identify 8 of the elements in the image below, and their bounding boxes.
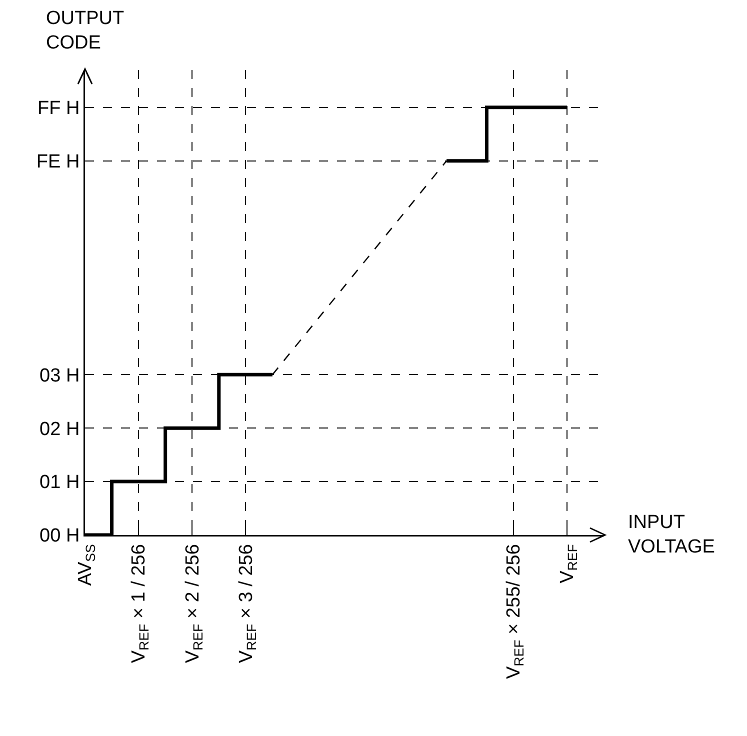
- x-axis-title: INPUT VOLTAGE: [628, 512, 715, 558]
- y-tick-label: FE H: [36, 152, 80, 173]
- y-axis-title: OUTPUT CODE: [46, 8, 124, 54]
- y-tick-label: 03 H: [40, 365, 80, 386]
- y-tick-label: FF H: [37, 98, 80, 120]
- y-tick-label: 01 H: [40, 472, 80, 494]
- y-tick-label: 00 H: [40, 526, 80, 547]
- y-tick-label: 02 H: [40, 418, 80, 440]
